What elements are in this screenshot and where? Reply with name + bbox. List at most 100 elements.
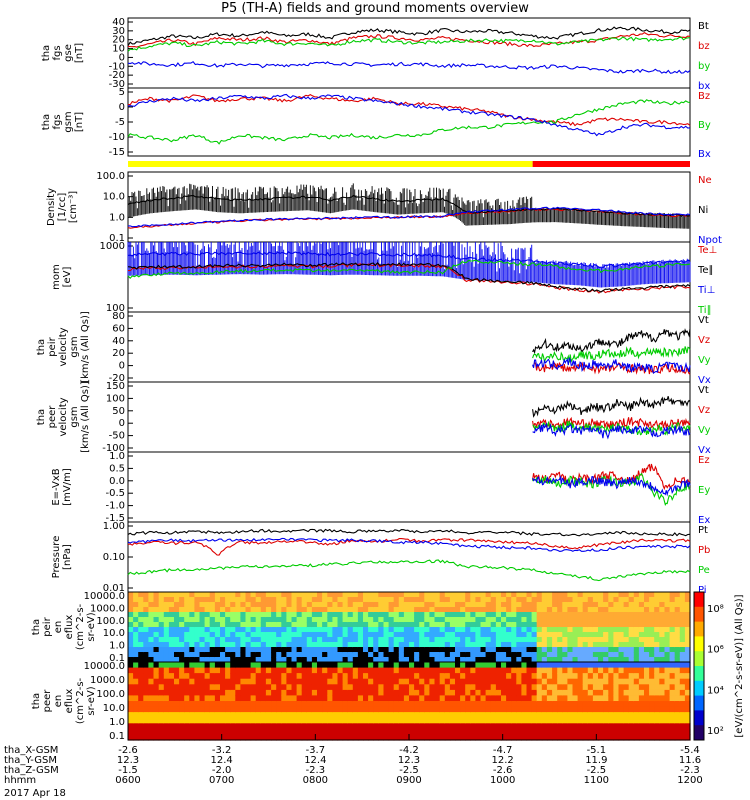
spectrogram-cell bbox=[337, 684, 344, 691]
spectrogram-cell bbox=[271, 734, 277, 741]
spectrogram-cell bbox=[674, 622, 681, 628]
spectrogram-cell bbox=[562, 642, 568, 648]
spectrogram-cell bbox=[311, 684, 318, 691]
spectrogram-cell bbox=[403, 673, 410, 680]
spectrogram-cell bbox=[485, 695, 492, 702]
xrow-value-1-2: 12.4 bbox=[304, 755, 326, 766]
spectrogram-cell bbox=[531, 607, 538, 613]
spectrogram-cell bbox=[296, 712, 303, 719]
spectrogram-cell bbox=[189, 597, 195, 603]
spectrogram-cell bbox=[311, 612, 318, 618]
spectrogram-cell bbox=[271, 667, 277, 674]
spectrogram-cell bbox=[419, 617, 425, 623]
spectrogram-cell bbox=[572, 652, 579, 658]
spectrogram-cell bbox=[567, 592, 574, 598]
spectrogram-cell bbox=[429, 652, 436, 658]
spectrogram-cell bbox=[214, 734, 221, 741]
spectrogram-cell bbox=[664, 617, 671, 623]
spectrogram-cell bbox=[495, 712, 502, 719]
spectrogram-cell bbox=[260, 723, 267, 730]
spectrogram-cell bbox=[409, 642, 415, 648]
spectrogram-cell bbox=[516, 673, 522, 680]
spectrogram-cell bbox=[654, 637, 660, 643]
spectrogram-cell bbox=[644, 684, 650, 691]
spectrogram-cell bbox=[148, 723, 155, 730]
ylabel-peer-spectrogram-3: eflux bbox=[64, 689, 75, 714]
spectrogram-cell bbox=[143, 706, 149, 713]
ylabel-pressure-0: Pressure bbox=[51, 536, 62, 579]
spectrogram-cell bbox=[255, 647, 262, 653]
legend-pressure-Pe: Pe bbox=[698, 565, 710, 576]
spectrogram-cell bbox=[434, 701, 441, 708]
spectrogram-cell bbox=[638, 617, 645, 623]
spectrogram-cell bbox=[684, 717, 691, 724]
spectrogram-cell bbox=[654, 627, 660, 633]
spectrogram-cell bbox=[475, 717, 482, 724]
spectrogram-cell bbox=[424, 642, 430, 648]
spectrogram-cell bbox=[475, 701, 482, 708]
spectrogram-cell bbox=[337, 617, 344, 623]
spectrogram-cell bbox=[317, 597, 323, 603]
spectrogram-cell bbox=[424, 612, 430, 618]
spectrogram-cell bbox=[373, 712, 379, 719]
spectrogram-cell bbox=[439, 667, 446, 674]
spectrogram-cell bbox=[373, 734, 379, 741]
spectrogram-cell bbox=[174, 622, 180, 628]
spectrogram-cell bbox=[158, 667, 165, 674]
spectrogram-cell bbox=[587, 617, 594, 623]
spectrogram-cell bbox=[562, 617, 568, 623]
spectrogram-cell bbox=[332, 617, 339, 623]
spectrogram-cell bbox=[174, 597, 180, 603]
spectrogram-cell bbox=[582, 602, 589, 608]
spectrogram-cell bbox=[281, 673, 287, 680]
spectrogram-cell bbox=[363, 592, 369, 598]
spectrogram-cell bbox=[143, 712, 149, 719]
spectrogram-cell bbox=[598, 637, 604, 643]
spectrogram-cell bbox=[250, 652, 257, 658]
spectrogram-cell bbox=[511, 612, 517, 618]
spectrogram-cell bbox=[567, 657, 574, 663]
spectrogram-cell bbox=[598, 602, 604, 608]
spectrogram-cell bbox=[485, 612, 492, 618]
spectrogram-cell bbox=[511, 652, 517, 658]
xrow-value-1-0: 12.3 bbox=[117, 755, 139, 766]
spectrogram-cell bbox=[378, 734, 384, 741]
spectrogram-cell bbox=[378, 607, 384, 613]
spectrogram-cell bbox=[598, 622, 604, 628]
spectrogram-cell bbox=[296, 657, 303, 663]
spectrogram-cell bbox=[541, 627, 548, 633]
spectrogram-cell bbox=[552, 701, 558, 708]
spectrogram-cell bbox=[322, 597, 328, 603]
ytick-fgs-gse-7: -30 bbox=[109, 79, 125, 90]
spectrogram-cell bbox=[567, 701, 574, 708]
spectrogram-cell bbox=[174, 607, 180, 613]
spectrogram-cell bbox=[633, 678, 640, 685]
spectrogram-cell bbox=[194, 728, 201, 736]
spectrogram-cell bbox=[281, 701, 287, 708]
spectrogram-cell bbox=[577, 667, 584, 674]
spectrogram-cell bbox=[286, 657, 293, 663]
spectrogram-cell bbox=[608, 662, 614, 669]
spectrogram-cell bbox=[204, 632, 211, 638]
spectrogram-cell bbox=[679, 701, 686, 708]
spectrogram-cell bbox=[659, 607, 665, 613]
spectrogram-cell bbox=[214, 723, 221, 730]
spectrogram-cell bbox=[618, 657, 625, 663]
spectrogram-cell bbox=[265, 723, 272, 730]
spectrogram-cell bbox=[189, 684, 195, 691]
spectrogram-cell bbox=[449, 657, 456, 663]
spectrogram-cell bbox=[623, 612, 630, 618]
spectrogram-cell bbox=[664, 662, 671, 669]
spectrogram-cell bbox=[168, 617, 175, 623]
spectrogram-cell bbox=[214, 602, 221, 608]
spectrogram-cell bbox=[393, 689, 400, 697]
spectrogram-cell bbox=[424, 706, 430, 713]
series-pressure-Pe bbox=[127, 559, 691, 582]
spectrogram-cell bbox=[204, 607, 211, 613]
spectrogram-cell bbox=[638, 723, 645, 730]
spectrogram-cell bbox=[388, 684, 395, 691]
spectrogram-cell bbox=[608, 597, 614, 603]
spectrogram-cell bbox=[260, 706, 267, 713]
spectrogram-cell bbox=[388, 717, 395, 724]
spectrogram-cell bbox=[276, 632, 282, 638]
